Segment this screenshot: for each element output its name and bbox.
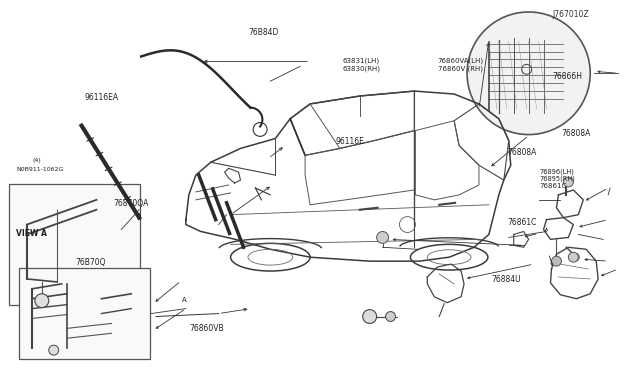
- Circle shape: [572, 253, 579, 261]
- Text: 76866H: 76866H: [552, 72, 582, 81]
- Text: N0B911-1062G: N0B911-1062G: [16, 167, 63, 172]
- Circle shape: [568, 252, 579, 262]
- FancyBboxPatch shape: [19, 268, 150, 359]
- FancyBboxPatch shape: [9, 184, 140, 305]
- Text: 76808A: 76808A: [562, 129, 591, 138]
- Circle shape: [376, 231, 388, 243]
- Text: A: A: [182, 297, 187, 303]
- Circle shape: [385, 312, 396, 321]
- Text: 76861C: 76861C: [508, 218, 537, 227]
- Text: 76860VA(LH): 76860VA(LH): [438, 58, 484, 64]
- Circle shape: [363, 310, 376, 323]
- Text: VIEW A: VIEW A: [16, 229, 47, 238]
- Text: J767010Z: J767010Z: [552, 10, 589, 19]
- Text: 76860V (RH): 76860V (RH): [438, 65, 483, 72]
- Text: 76884U: 76884U: [492, 275, 522, 283]
- Text: 76B84D: 76B84D: [249, 28, 279, 37]
- Text: 76895(RH): 76895(RH): [540, 176, 575, 182]
- Text: 76861C: 76861C: [540, 183, 566, 189]
- Circle shape: [552, 256, 561, 266]
- Text: 76896(LH): 76896(LH): [540, 168, 574, 174]
- Circle shape: [35, 294, 49, 308]
- Text: 63831(LH): 63831(LH): [342, 58, 380, 64]
- Text: 76B70Q: 76B70Q: [76, 258, 106, 267]
- Text: 76860VB: 76860VB: [189, 324, 224, 333]
- Text: 96116EA: 96116EA: [84, 93, 119, 102]
- Text: 76808A: 76808A: [508, 148, 537, 157]
- Text: 96116E: 96116E: [336, 137, 365, 146]
- Text: 63830(RH): 63830(RH): [342, 65, 380, 72]
- Text: (4): (4): [33, 158, 42, 163]
- Circle shape: [563, 177, 573, 187]
- Circle shape: [467, 12, 590, 135]
- Circle shape: [49, 345, 59, 355]
- Text: 76870QA: 76870QA: [113, 199, 148, 208]
